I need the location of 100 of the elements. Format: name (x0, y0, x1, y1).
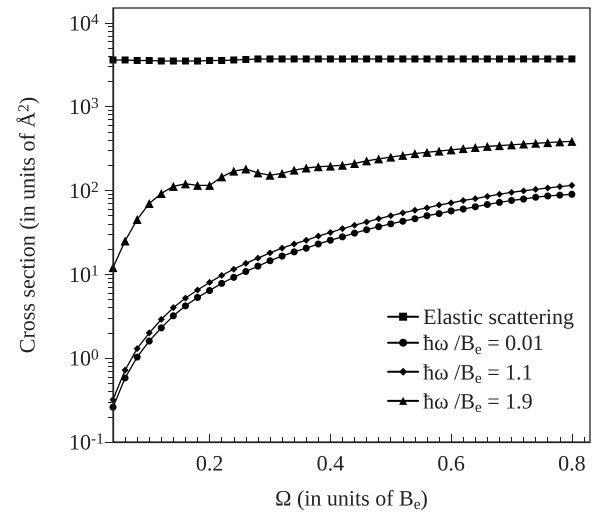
point (386, 152, 396, 162)
point (387, 55, 394, 62)
x-tick-label: 0.8 (558, 450, 586, 476)
point (168, 182, 178, 191)
point (122, 366, 129, 374)
point (266, 249, 274, 256)
point (218, 280, 226, 287)
point (363, 226, 370, 234)
point (229, 166, 238, 176)
point (266, 55, 274, 62)
point (134, 354, 141, 361)
point (460, 196, 467, 204)
point (278, 168, 287, 178)
point (496, 198, 503, 206)
x-tick-label: 0.4 (316, 450, 344, 476)
point (436, 202, 443, 209)
point (218, 272, 226, 279)
point (375, 55, 382, 62)
point (436, 210, 443, 218)
point (472, 55, 479, 62)
point (302, 236, 310, 244)
point (326, 229, 334, 236)
y-axis-title: Cross section (in units of Å2) (14, 96, 40, 354)
point (472, 195, 479, 202)
point (460, 206, 467, 213)
point (568, 182, 576, 189)
point (290, 240, 298, 248)
point (158, 324, 165, 332)
point (422, 148, 432, 157)
point (411, 215, 418, 222)
point (374, 154, 384, 164)
point (519, 140, 528, 149)
point (278, 55, 286, 62)
point (448, 199, 455, 206)
point (399, 55, 406, 62)
point (290, 55, 298, 62)
point (146, 56, 153, 64)
point (556, 183, 564, 190)
point (520, 196, 528, 203)
point (194, 294, 202, 301)
point (544, 184, 552, 192)
point (411, 206, 418, 214)
point (351, 230, 358, 237)
point (314, 240, 322, 248)
point (278, 244, 286, 252)
point (302, 55, 310, 62)
point (375, 215, 382, 222)
point (242, 260, 250, 267)
point (146, 329, 153, 336)
point (350, 158, 360, 168)
point (314, 162, 323, 172)
point (556, 192, 564, 199)
point (206, 278, 214, 286)
point (182, 302, 189, 310)
point (265, 170, 274, 180)
point (156, 188, 166, 198)
point (484, 192, 491, 200)
point (254, 254, 262, 262)
point (496, 190, 503, 198)
point (241, 164, 250, 174)
point (132, 215, 142, 224)
legend-label: Elastic scattering (423, 304, 574, 330)
point (448, 55, 455, 62)
point (158, 57, 165, 64)
point (482, 142, 492, 151)
point (254, 55, 262, 62)
point (266, 257, 274, 264)
point (544, 55, 552, 62)
point (472, 203, 479, 210)
point (508, 188, 516, 196)
point (532, 186, 540, 193)
point (302, 244, 310, 252)
point (531, 138, 540, 148)
point (134, 345, 141, 352)
point (434, 146, 444, 156)
x-tick-label: 0.2 (196, 450, 224, 476)
point (532, 55, 540, 62)
point (182, 294, 189, 302)
point (410, 149, 420, 158)
point (170, 57, 177, 64)
point (520, 187, 528, 194)
point (508, 196, 516, 204)
point (544, 192, 552, 200)
point (494, 141, 504, 150)
point (290, 166, 299, 175)
point (230, 274, 238, 281)
point (568, 55, 576, 62)
point (194, 286, 202, 294)
point (217, 172, 226, 182)
point (170, 312, 177, 320)
point (362, 156, 372, 166)
point (338, 225, 346, 232)
point (484, 55, 491, 62)
point (351, 222, 358, 229)
point (411, 55, 418, 62)
point (144, 198, 154, 208)
point (338, 55, 346, 62)
point (326, 55, 334, 62)
point (460, 55, 467, 62)
point (423, 212, 430, 220)
